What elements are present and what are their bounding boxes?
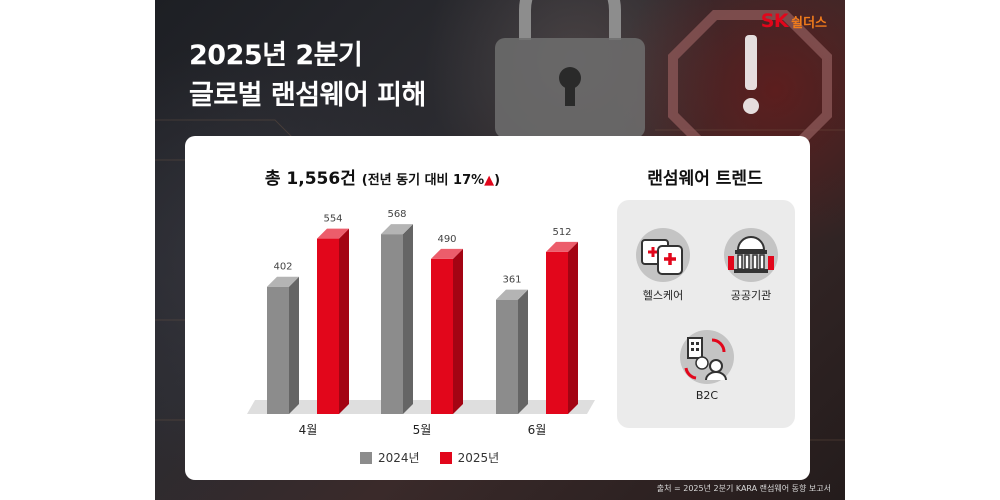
bar-top <box>546 241 578 252</box>
page-title: 2025년 2분기 글로벌 랜섬웨어 피해 <box>189 36 426 116</box>
legend-item-2025: 2025년 <box>439 449 500 466</box>
trend-title: 랜섬웨어 트렌드 <box>647 169 763 189</box>
content-card: 총 1,556건 (전년 동기 대비 17%▲) 402 554 4월 568 490 5… <box>185 136 810 480</box>
chart-title: 총 1,556건 (전년 동기 대비 17%▲) <box>185 164 580 189</box>
bar-front <box>267 286 289 414</box>
legend-swatch-2025 <box>439 451 452 464</box>
bar-2024년-5월 <box>381 224 413 414</box>
bar-front <box>317 238 339 414</box>
bar-2024년-4월 <box>267 276 299 414</box>
b2c-icon <box>684 337 727 381</box>
bar-2025년-6월 <box>546 241 578 414</box>
title-line-1: 2025년 2분기 <box>189 40 363 71</box>
bar-side <box>518 289 528 414</box>
trend-panel: 헬스케어 공공기관 <box>617 200 795 428</box>
padlock-graphic <box>495 0 645 138</box>
trend-item-public: 공공기관 <box>711 228 791 303</box>
bar-front <box>496 299 518 414</box>
trend-item-b2c: B2C <box>667 330 747 402</box>
data-label-2025년-5월: 490 <box>437 234 456 245</box>
bar-2025년-5월 <box>431 248 463 414</box>
bar-top <box>496 289 528 300</box>
bar-side <box>568 241 578 414</box>
legend-swatch-2024 <box>360 451 372 464</box>
sk-shieldus-logo: SK 쉴더스 <box>760 10 827 32</box>
title-line-2: 글로벌 랜섬웨어 피해 <box>189 80 426 111</box>
data-label-2024년-5월: 568 <box>387 209 406 220</box>
bar-side <box>403 224 413 414</box>
bar-side <box>453 248 463 414</box>
data-label-2025년-6월: 512 <box>552 227 571 238</box>
data-label-2024년-6월: 361 <box>502 275 521 286</box>
bar-top <box>381 224 413 235</box>
bar-front <box>431 258 453 414</box>
source-note: 출처 = 2025년 2분기 KARA 랜섬웨어 동향 보고서 <box>656 484 831 493</box>
public-institution-icon <box>728 236 774 273</box>
chart-title-close: ) <box>494 173 501 188</box>
trend-label-b2c: B2C <box>695 389 719 402</box>
chart-title-sub: (전년 동기 대비 17% <box>361 173 485 188</box>
bar-side <box>289 276 299 414</box>
x-tick-label-6월: 6월 <box>528 423 547 437</box>
legend-label-2024: 2024년 <box>378 451 420 465</box>
bar-front <box>546 251 568 414</box>
data-label-2025년-4월: 554 <box>323 214 342 225</box>
increase-arrow-icon: ▲ <box>484 173 495 188</box>
chart-title-main: 총 1,556건 <box>264 169 356 189</box>
bar-top <box>317 228 349 239</box>
chart-baseline <box>247 400 595 414</box>
bar-2024년-6월 <box>496 289 528 414</box>
bar-front <box>381 234 403 414</box>
bar-chart: 402 554 4월 568 490 5월 361 512 6월 <box>247 209 595 437</box>
trend-item-healthcare: 헬스케어 <box>623 228 703 303</box>
chart-legend: 2024년 2025년 <box>360 449 519 466</box>
trend-label-healthcare: 헬스케어 <box>642 289 684 302</box>
infographic-frame: SK 쉴더스 2025년 2분기 글로벌 랜섬웨어 피해 총 1,556건 (전… <box>155 0 845 500</box>
legend-label-2025: 2025년 <box>457 451 500 465</box>
x-tick-label-4월: 4월 <box>299 423 318 437</box>
healthcare-icon <box>641 239 683 275</box>
legend-item-2024: 2024년 <box>360 449 420 466</box>
bar-side <box>339 228 349 414</box>
trend-label-public: 공공기관 <box>730 289 772 302</box>
data-label-2024년-4월: 402 <box>273 262 292 273</box>
x-tick-label-5월: 5월 <box>413 423 432 437</box>
bar-top <box>431 248 463 259</box>
bar-top <box>267 276 299 287</box>
bar-2025년-4월 <box>317 228 349 414</box>
